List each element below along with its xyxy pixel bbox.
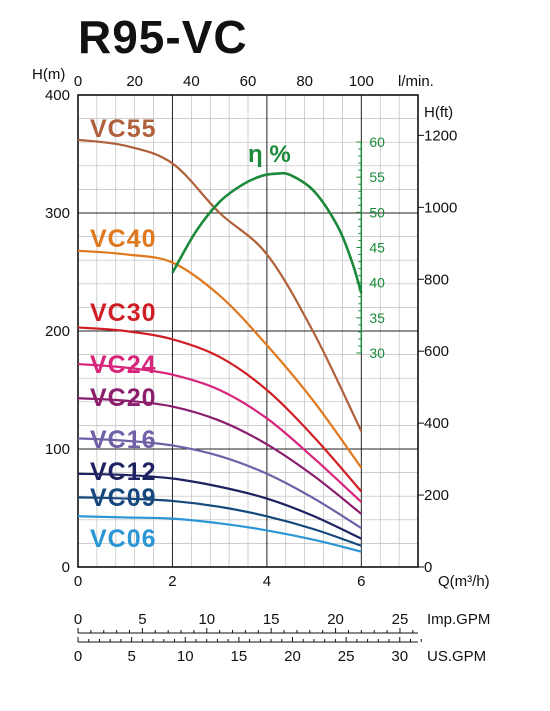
chart-title: R95-VC — [78, 11, 248, 63]
tick-label-l-min: 100 — [349, 73, 374, 90]
series-label-vc40: VC40 — [90, 225, 157, 253]
axis-label-l-min: l/min. — [398, 73, 434, 90]
tick-label-q: 2 — [168, 573, 176, 590]
us-gpm-tick-label: 30 — [391, 648, 408, 665]
tick-label-q: 4 — [263, 573, 271, 590]
imp-gpm-axis-label: Imp.GPM — [427, 611, 490, 628]
efficiency-tick-label: 55 — [369, 169, 385, 185]
series-label-vc16: VC16 — [90, 426, 157, 454]
us-gpm-tick-label: 10 — [177, 648, 194, 665]
axis-label-h-m: H(m) — [32, 66, 65, 83]
tick-label-h-m: 400 — [45, 87, 70, 104]
series-line-vc20 — [77, 397, 363, 515]
tick-label-l-min: 0 — [74, 73, 82, 90]
series-label-vc30: VC30 — [90, 299, 157, 327]
imp-gpm-tick-label: 15 — [263, 611, 280, 628]
axis-label-h-ft: H(ft) — [424, 104, 453, 121]
series-line-vc09 — [77, 496, 362, 547]
us-gpm-tick-label: 0 — [74, 648, 82, 665]
series-line-vc40 — [77, 249, 363, 469]
tick-label-l-min: 40 — [183, 73, 200, 90]
series-label-vc09: VC09 — [90, 484, 157, 512]
imp-gpm-tick-label: 0 — [74, 611, 82, 628]
efficiency-tick-label: 35 — [369, 310, 385, 326]
us-gpm-tick-label: 25 — [338, 648, 355, 665]
series-label-vc24: VC24 — [90, 351, 157, 379]
efficiency-tick-label: 40 — [369, 275, 385, 291]
imp-gpm-tick-label: 20 — [327, 611, 344, 628]
tick-label-q: 6 — [357, 573, 365, 590]
us-gpm-axis-label: US.GPM — [427, 648, 486, 665]
us-gpm-tick-label: 5 — [127, 648, 135, 665]
imp-gpm-tick-label: 25 — [392, 611, 409, 628]
efficiency-tick-label: 50 — [369, 204, 385, 220]
efficiency-tick-label: 45 — [369, 240, 385, 256]
series-line-vc16 — [77, 437, 362, 529]
series-line-vc06 — [77, 515, 362, 553]
tick-label-h-ft: 800 — [424, 271, 449, 288]
us-gpm-tick-label: 15 — [231, 648, 248, 665]
tick-label-h-m: 200 — [45, 323, 70, 340]
tick-label-l-min: 80 — [296, 73, 313, 90]
series-label-vc06: VC06 — [90, 525, 157, 553]
series-line-vc24 — [77, 362, 363, 503]
efficiency-curve — [171, 171, 363, 294]
efficiency-tick-label: 30 — [369, 345, 385, 361]
tick-label-l-min: 60 — [240, 73, 257, 90]
imp-gpm-tick-label: 10 — [198, 611, 215, 628]
tick-label-h-m: 0 — [62, 559, 70, 576]
tick-label-h-m: 300 — [45, 205, 70, 222]
series-line-vc12 — [77, 472, 362, 540]
series-label-vc12: VC12 — [90, 458, 157, 486]
us-gpm-tick-label: 20 — [284, 648, 301, 665]
tick-label-l-min: 20 — [126, 73, 143, 90]
tick-label-h-m: 100 — [45, 441, 70, 458]
efficiency-label: η % — [248, 141, 291, 168]
tick-label-h-ft: 600 — [424, 343, 449, 360]
series-line-vc55 — [77, 138, 363, 432]
tick-label-h-ft: 200 — [424, 487, 449, 504]
series-label-vc20: VC20 — [90, 384, 157, 412]
plot-frame — [77, 94, 419, 568]
tick-label-q: 0 — [74, 573, 82, 590]
imp-gpm-tick-label: 5 — [138, 611, 146, 628]
series-label-vc55: VC55 — [90, 115, 157, 143]
efficiency-tick-label: 60 — [369, 134, 385, 150]
tick-label-h-ft: 0 — [424, 559, 432, 576]
axis-label-q: Q(m³/h) — [438, 573, 490, 590]
tick-label-h-ft: 400 — [424, 415, 449, 432]
series-line-vc30 — [77, 326, 363, 493]
tick-label-h-ft: 1200 — [424, 127, 457, 144]
tick-label-h-ft: 1000 — [424, 199, 457, 216]
